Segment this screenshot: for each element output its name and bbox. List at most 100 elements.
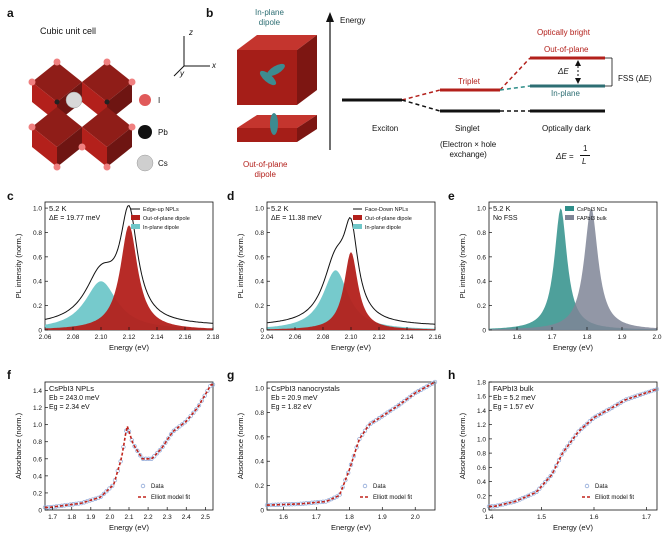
formula-numerator: 1 <box>583 144 588 153</box>
x-tick-label: 2.0 <box>652 334 661 341</box>
annotation-line: CsPbI3 nanocrystals <box>271 384 340 393</box>
data-point <box>171 428 176 433</box>
axis-x-label: x <box>212 61 216 70</box>
y-tick-label: 0.8 <box>255 230 264 237</box>
annotation-line: Eb = 20.9 meV <box>271 395 318 402</box>
data-point <box>98 494 104 499</box>
x-tick-label: 1.7 <box>547 334 556 341</box>
data-point <box>140 456 146 461</box>
x-tick-label: 2.10 <box>345 334 358 341</box>
elliott-fit-line <box>45 383 213 509</box>
x-tick-label: 1.9 <box>86 514 95 521</box>
x-tick-label: 1.8 <box>67 514 76 521</box>
axis-z-label: z <box>189 28 193 37</box>
x-tick-label: 1.6 <box>512 334 521 341</box>
chart-h: Data Elliott model fit 1.4 1.5 1.6 1.7 0 0.2 0.4… <box>458 380 660 532</box>
data-point <box>132 444 137 449</box>
x-tick-label: 2.4 <box>182 514 191 521</box>
data-point <box>579 426 584 432</box>
data-point <box>404 396 410 402</box>
unit-cell-title: Cubic unit cell <box>40 26 97 36</box>
data-point <box>534 489 539 494</box>
data-point <box>180 422 185 427</box>
fss-label: FSS (ΔE) <box>618 74 652 83</box>
data-point <box>138 453 143 458</box>
annotation-line: 5.2 K <box>49 204 67 213</box>
x-axis-label: Energy (eV) <box>109 343 150 352</box>
chart-e: CsPbI3 NCs FAPbI3 bulk 1.6 1.7 1.8 1.9 2.0 0 0.2… <box>458 201 662 352</box>
legend-label: FAPbI3 bulk <box>577 216 607 222</box>
data-point <box>177 424 182 429</box>
chart-d: Face-Down NPLs Out-of-plane dipole In-plan… <box>236 201 442 352</box>
y-tick-label: 0.2 <box>477 493 486 500</box>
singlet-label: Singlet <box>455 124 480 133</box>
optically-dark-label: Optically dark <box>542 124 591 133</box>
y-tick-label: 0.2 <box>255 303 264 310</box>
data-point <box>149 456 154 461</box>
axes-triad-icon <box>173 36 210 77</box>
plot-frame <box>488 381 658 511</box>
data-point <box>104 489 109 494</box>
y-tick-label: 0.8 <box>33 230 42 237</box>
energy-axis-label: Energy <box>340 16 366 25</box>
y-tick-label: 0.6 <box>477 465 486 472</box>
data-point <box>570 436 576 442</box>
formula-lhs: ΔE = <box>556 152 574 161</box>
data-point <box>182 420 188 425</box>
data-point <box>54 504 59 509</box>
data-point <box>562 448 567 453</box>
panel-letter-b: b <box>206 6 214 20</box>
y-axis-label: Absorbance (norm.) <box>458 412 467 479</box>
out-of-plane-slab <box>237 113 317 142</box>
data-point <box>573 432 578 438</box>
legend-label: Elliott model fit <box>373 495 412 501</box>
x-tick-label: 2.12 <box>373 334 386 341</box>
y-tick-label: 0 <box>260 508 264 515</box>
lead-legend-marker <box>138 125 152 139</box>
x-tick-label: 2.08 <box>67 334 80 341</box>
legend-label: CsPbI3 NCs <box>577 207 608 213</box>
data-point <box>638 392 643 397</box>
y-tick-label: 0.2 <box>255 483 264 490</box>
x-tick-label: 2.14 <box>401 334 414 341</box>
data-point <box>498 502 503 508</box>
axis-y-label: y <box>180 69 184 78</box>
panel-letter-g: g <box>227 368 235 382</box>
data-point <box>360 432 365 438</box>
data-point <box>554 463 559 469</box>
triplet-label: Triplet <box>458 77 480 86</box>
annotation-line: Eg = 1.82 eV <box>271 404 312 411</box>
x-tick-label: 2.06 <box>289 334 302 341</box>
data-point <box>276 502 281 507</box>
data-point <box>402 398 407 404</box>
data-point <box>576 429 581 434</box>
x-tick-label: 1.8 <box>345 514 354 521</box>
x-tick-label: 2.16 <box>179 334 192 341</box>
cesium-legend-marker <box>136 154 154 172</box>
data-point <box>152 454 157 459</box>
legend-label: Data <box>373 484 386 490</box>
y-tick-label: 1.0 <box>33 206 42 213</box>
perovskite-structure <box>28 58 136 171</box>
x-tick-label: 1.9 <box>617 334 626 341</box>
y-tick-label: 0.4 <box>255 279 264 286</box>
x-axis-label: Energy (eV) <box>553 343 594 352</box>
exciton-label: Exciton <box>372 124 399 133</box>
legend-label: Data <box>151 484 164 490</box>
data-point <box>551 469 556 474</box>
data-point <box>174 426 179 431</box>
data-point <box>93 496 98 501</box>
legend-label: Elliott model fit <box>595 495 634 501</box>
y-axis-label: Absorbance (norm.) <box>236 412 245 479</box>
legend-swatch <box>131 224 140 229</box>
x-axis-label: Energy (eV) <box>331 523 372 532</box>
data-point <box>166 436 171 441</box>
y-tick-label: 0 <box>38 328 42 335</box>
x-axis-label: Energy (eV) <box>331 343 372 352</box>
y-tick-label: 0 <box>482 508 486 515</box>
exchange-label: (Electron × hole exchange) <box>440 140 497 159</box>
x-tick-label: 2.14 <box>151 334 164 341</box>
annotation-line: FAPbI3 bulk <box>493 384 534 393</box>
y-tick-label: 0.4 <box>477 279 486 286</box>
legend-data-marker <box>362 483 368 489</box>
